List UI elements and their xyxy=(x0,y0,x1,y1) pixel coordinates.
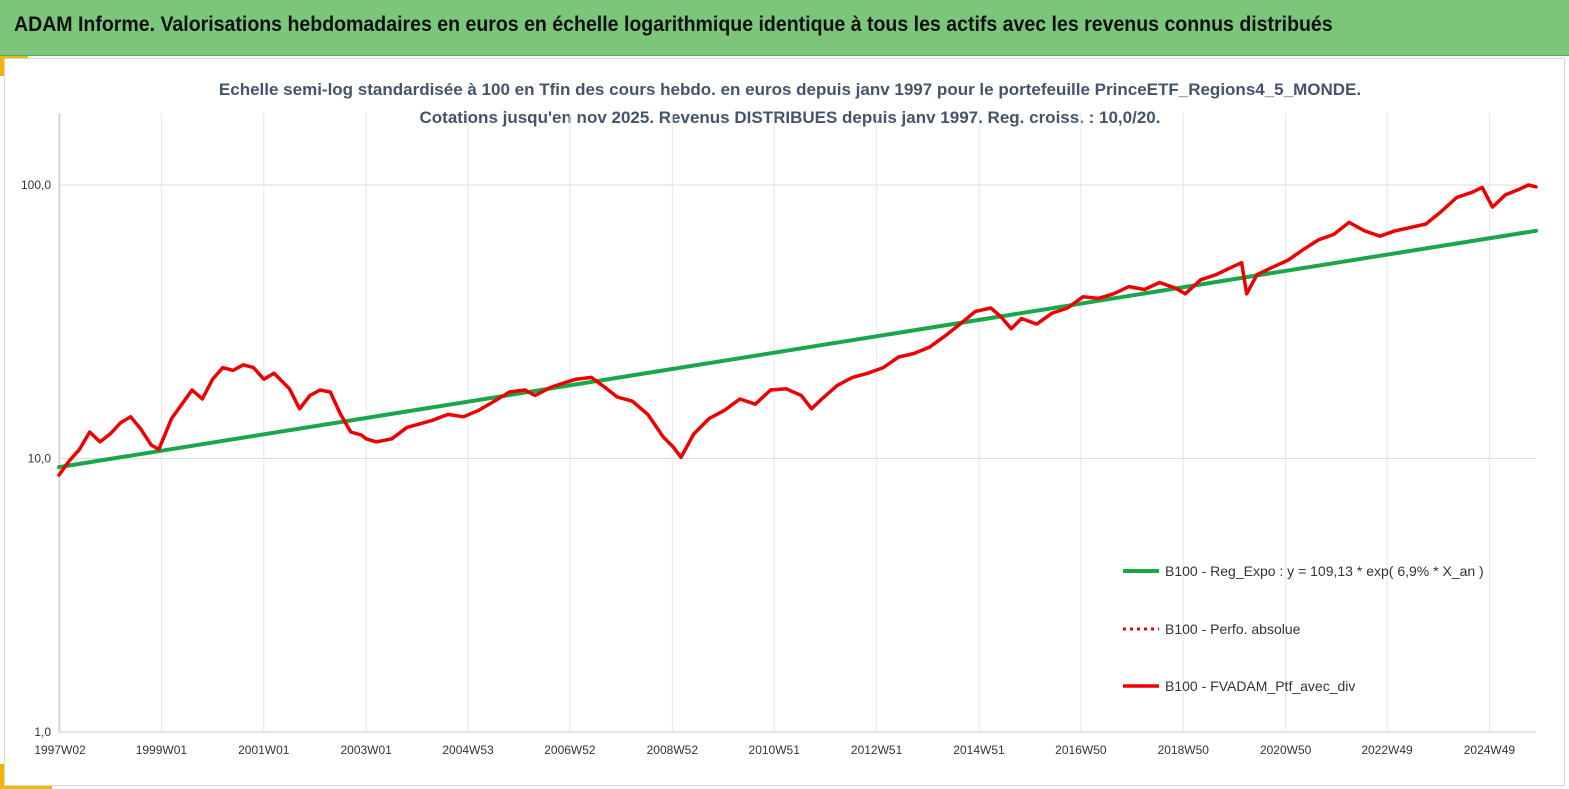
chart-svg: Echelle semi-log standardisée à 100 en T… xyxy=(21,80,1538,757)
x-tick-label: 2012W51 xyxy=(851,743,903,757)
x-tick-label: 2004W53 xyxy=(442,743,494,757)
series-line-1 xyxy=(57,228,1538,470)
x-tick-label: 2001W01 xyxy=(238,743,290,757)
x-tick-label: 2020W50 xyxy=(1260,743,1312,757)
x-tick-label: 2014W51 xyxy=(953,743,1005,757)
y-axis-ticks: 1,0 10,0 100,0 xyxy=(21,178,51,739)
grid-lines xyxy=(58,113,1536,733)
x-tick-label: 2010W51 xyxy=(749,743,801,757)
y-tick-label: 1,0 xyxy=(34,725,51,739)
x-tick-label: 1999W01 xyxy=(136,743,188,757)
corner-accent-bottom-left xyxy=(0,764,4,789)
y-tick-label: 10,0 xyxy=(28,452,52,466)
legend-label: B100 - Reg_Expo : y = 109,13 * exp( 6,9%… xyxy=(1165,563,1484,579)
x-tick-label: 2024W49 xyxy=(1464,743,1516,757)
x-axis-ticks: 1997W02 1999W01 2001W01 2003W01 2004W53 2006W… xyxy=(34,743,1515,757)
chart-title-line-2: Cotations jusqu'en nov 2025. Revenus DIS… xyxy=(420,108,1161,127)
x-tick-label: 2006W52 xyxy=(544,743,596,757)
legend-label: B100 - FVADAM_Ptf_avec_div xyxy=(1165,678,1355,694)
series-line-3 xyxy=(57,183,1538,477)
header-bar: ADAM Informe. Valorisations hebdomadaire… xyxy=(0,0,1569,56)
corner-accent-top-left xyxy=(0,56,4,76)
legend-label: B100 - Perfo. absolue xyxy=(1165,621,1301,637)
legend: B100 - Reg_Expo : y = 109,13 * exp( 6,9%… xyxy=(1123,563,1484,694)
x-tick-label: 2008W52 xyxy=(647,743,699,757)
corner-accent-bottom-left-bar xyxy=(0,785,52,789)
y-tick-label: 100,0 xyxy=(21,178,51,192)
chart-area: Echelle semi-log standardisée à 100 en T… xyxy=(4,58,1565,786)
x-tick-label: 1997W02 xyxy=(34,743,86,757)
chart-title-line-1: Echelle semi-log standardisée à 100 en T… xyxy=(219,80,1361,99)
series-lines xyxy=(57,183,1538,477)
page-title: ADAM Informe. Valorisations hebdomadaire… xyxy=(14,13,1333,36)
x-tick-label: 2016W50 xyxy=(1055,743,1107,757)
x-tick-label: 2003W01 xyxy=(340,743,392,757)
x-tick-label: 2018W50 xyxy=(1158,743,1210,757)
x-tick-label: 2022W49 xyxy=(1361,743,1413,757)
